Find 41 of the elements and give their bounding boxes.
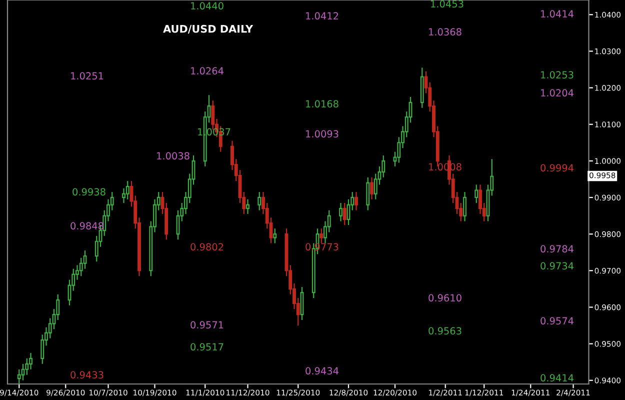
annotation: 1.0412: [306, 12, 338, 20]
candlestick: [366, 176, 370, 211]
annotation: 0.9571: [190, 321, 224, 329]
candlestick: [346, 198, 350, 226]
candlestick: [126, 180, 130, 200]
candlestick: [83, 250, 87, 270]
annotation: 1.0264: [191, 67, 224, 75]
candlestick: [273, 228, 277, 244]
annotation: 0.9517: [190, 343, 224, 351]
annotation: 0.9574: [540, 317, 574, 325]
annotation: 0.9563: [428, 327, 462, 335]
candlestick: [320, 228, 324, 244]
annotation: 0.9610: [428, 294, 462, 302]
annotation: 1.0168: [306, 100, 338, 108]
annotation: 0.9994: [540, 164, 574, 172]
candlestick: [354, 191, 358, 211]
annotation: 0.9802: [190, 243, 224, 251]
annotation: 0.9434: [306, 367, 338, 375]
candlestick: [370, 176, 374, 200]
annotation: 1.0251: [71, 72, 104, 80]
annotation: 0.9784: [540, 245, 574, 253]
annotation: 1.0368: [429, 28, 462, 36]
candlestick: [339, 202, 342, 222]
annotation: 1.0453: [431, 0, 464, 8]
annotation: 0.9414: [540, 374, 574, 382]
annotation: 1.0440: [191, 2, 224, 10]
candlestick: [463, 191, 466, 222]
annotation: 0.9433: [70, 371, 104, 379]
annotation: 1.0038: [157, 152, 190, 160]
annotation: 1.0204: [541, 89, 574, 97]
candlestick: [21, 363, 25, 381]
candlestick: [258, 191, 262, 211]
annotation: 0.9734: [540, 262, 574, 270]
annotation: 1.0093: [306, 130, 338, 138]
candlestick: [474, 184, 478, 204]
candlestick: [342, 202, 346, 226]
annotation: 0.9938: [72, 188, 106, 196]
text: AUD/USD DAILY: [163, 24, 254, 34]
candlestick: [246, 198, 250, 214]
annotation: 1.0414: [541, 10, 574, 18]
annotation: 1.0253: [541, 71, 574, 79]
